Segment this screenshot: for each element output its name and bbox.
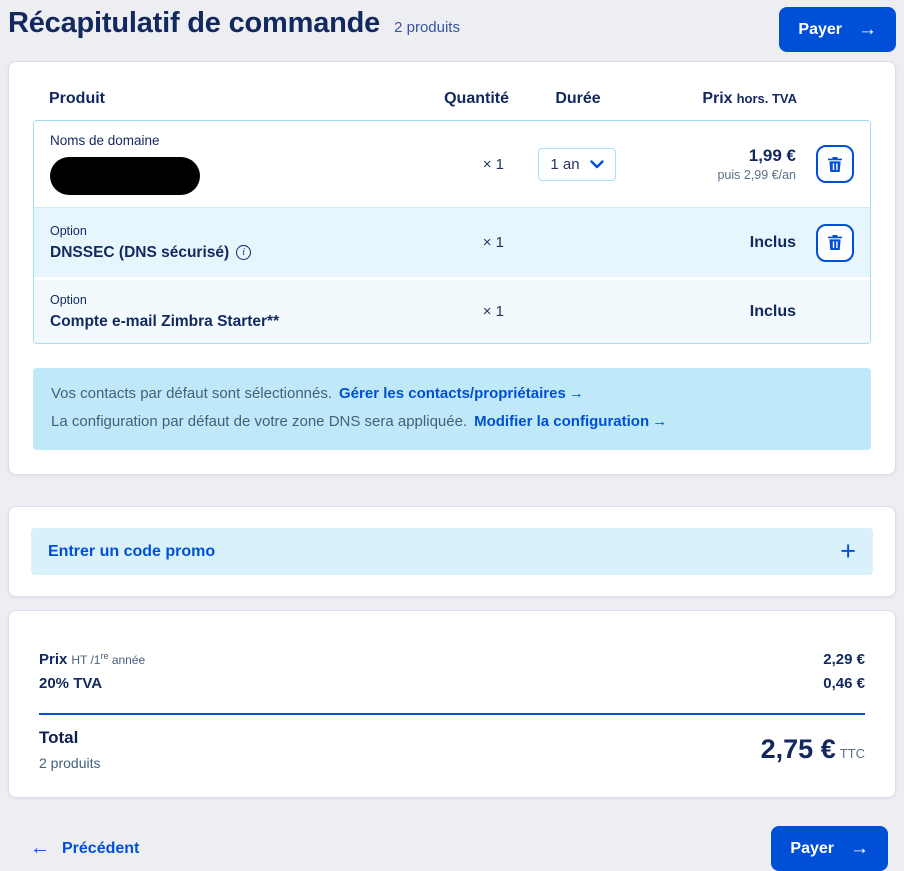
total-tax-suffix: TTC [839, 746, 865, 761]
page-footer: ← Précédent Payer → [8, 826, 896, 871]
promo-card: Entrer un code promo + [8, 506, 896, 597]
column-header-duration: Durée [555, 90, 601, 107]
pay-button-top[interactable]: Payer → [779, 7, 896, 52]
row-price: Inclus [749, 302, 796, 320]
row-price-note: puis 2,99 €/an [717, 168, 796, 182]
total-label: Total [39, 728, 79, 747]
total-product-count: 2 produits [39, 755, 101, 771]
order-items-table: Noms de domaine × 1 1 an 1,99 € puis 2,9… [33, 120, 871, 344]
page-title: Récapitulatif de commande [8, 7, 381, 39]
price-ht-label: Prix HT /1re année [39, 651, 146, 668]
column-header-price: Prix hors. TVA [702, 90, 797, 107]
row-quantity: × 1 [482, 303, 504, 320]
duration-selected-value: 1 an [550, 155, 580, 173]
row-price: 1,99 € [748, 146, 796, 165]
totals-card: Prix HT /1re année 2,29 € 20% TVA 0,46 € … [8, 610, 896, 798]
order-card: Produit Quantité Durée Prix hors. TVA Nom… [8, 61, 896, 475]
vat-label: 20% TVA [39, 675, 103, 692]
pay-button-bottom[interactable]: Payer → [771, 826, 888, 871]
table-row-dnssec: Option DNSSEC (DNS sécurisé) i × 1 Inclu… [34, 207, 870, 277]
action-cell [810, 223, 854, 262]
trash-icon [828, 235, 842, 250]
price-cell: Inclus [646, 234, 796, 252]
duration-cell: 1 an [522, 147, 632, 181]
arrow-right-icon: → [858, 19, 877, 40]
row-product-name: Compte e-mail Zimbra Starter** [50, 312, 280, 330]
total-labels: Total 2 produits [39, 728, 100, 771]
duration-select[interactable]: 1 an [538, 147, 616, 181]
price-cell: Inclus [646, 303, 796, 321]
column-header-quantity: Quantité [444, 90, 509, 107]
total-line: Total 2 produits 2,75 € TTC [39, 728, 865, 771]
chevron-down-icon [589, 159, 604, 168]
total-value: 2,75 € TTC [760, 734, 865, 764]
row-price: Inclus [749, 233, 796, 251]
table-row-domain: Noms de domaine × 1 1 an 1,99 € puis 2,9… [34, 121, 870, 207]
row-category: Option [50, 223, 87, 238]
pay-button-label: Payer [790, 839, 834, 857]
price-cell: 1,99 € puis 2,99 €/an [646, 146, 796, 182]
title-wrap: Récapitulatif de commande 2 produits [8, 7, 460, 40]
product-cell: Option DNSSEC (DNS sécurisé) i [50, 224, 414, 262]
arrow-right-icon: → [850, 838, 869, 859]
delete-domain-button[interactable] [816, 145, 854, 183]
previous-step-link[interactable]: ← Précédent [30, 837, 139, 860]
promo-code-toggle[interactable]: Entrer un code promo + [31, 528, 873, 575]
redacted-domain-name [50, 157, 200, 195]
info-icon[interactable]: i [236, 245, 252, 260]
vat-value: 0,46 € [823, 675, 865, 692]
banner-line-contacts: Vos contacts par défaut sont sélectionné… [51, 385, 584, 402]
delete-dnssec-button[interactable] [816, 223, 854, 262]
pay-button-label: Payer [798, 20, 842, 38]
row-quantity: × 1 [482, 234, 504, 251]
price-header-suffix: hors. TVA [736, 91, 797, 106]
product-count: 2 produits [394, 19, 460, 36]
previous-step-label: Précédent [62, 839, 140, 857]
page-header: Récapitulatif de commande 2 produits Pay… [8, 0, 896, 61]
column-header-product: Produit [49, 90, 105, 107]
product-cell: Noms de domaine [50, 133, 414, 195]
banner-line-dns: La configuration par défaut de votre zon… [51, 413, 668, 430]
summary-line-vat: 20% TVA 0,46 € [39, 672, 865, 696]
row-product-name: DNSSEC (DNS sécurisé) i [50, 244, 414, 262]
summary-line-price-ht: Prix HT /1re année 2,29 € [39, 644, 865, 672]
action-cell [810, 145, 854, 183]
arrow-left-icon: ← [30, 837, 50, 859]
arrow-right-icon: → [568, 385, 584, 402]
row-category: Option [50, 292, 87, 307]
manage-contacts-link[interactable]: Gérer les contacts/propriétaires → [339, 385, 584, 402]
plus-icon: + [840, 536, 856, 566]
price-ht-value: 2,29 € [823, 651, 865, 668]
info-banner: Vos contacts par défaut sont sélectionné… [33, 368, 871, 450]
product-cell: Option Compte e-mail Zimbra Starter** [50, 293, 414, 331]
row-category: Noms de domaine [50, 133, 160, 148]
row-quantity: × 1 [482, 155, 504, 173]
arrow-right-icon: → [652, 413, 668, 430]
modify-configuration-link[interactable]: Modifier la configuration → [474, 413, 668, 430]
totals-divider [39, 713, 865, 715]
promo-code-label: Entrer un code promo [48, 542, 216, 560]
table-header: Produit Quantité Durée Prix hors. TVA [33, 82, 871, 120]
table-row-zimbra: Option Compte e-mail Zimbra Starter** × … [34, 277, 870, 343]
trash-icon [828, 156, 842, 172]
